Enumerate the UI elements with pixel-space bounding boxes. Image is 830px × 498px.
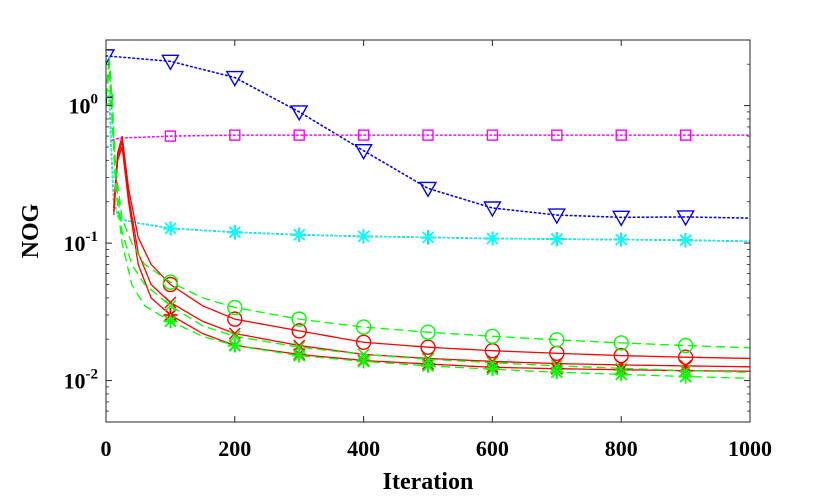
marker-magenta-square-3 bbox=[357, 129, 370, 141]
marker-cyan-star-1 bbox=[227, 225, 242, 240]
marker-green-asterisk-6 bbox=[549, 365, 564, 380]
marker-green-x-0 bbox=[164, 299, 177, 312]
marker-green-circle-9 bbox=[677, 337, 694, 354]
marker-green-asterisk-5 bbox=[485, 362, 500, 377]
marker-blue-triangle-3 bbox=[289, 105, 309, 122]
marker-cyan-star-8 bbox=[678, 233, 693, 248]
series-green-asterisk bbox=[106, 70, 750, 384]
marker-green-circle-4 bbox=[355, 319, 372, 335]
marker-green-circle-0 bbox=[106, 89, 114, 105]
series-red-x bbox=[113, 141, 750, 372]
marker-blue-triangle-5 bbox=[418, 181, 438, 198]
marker-blue-triangle-6 bbox=[483, 201, 502, 218]
marker-red-circle-2 bbox=[291, 323, 307, 339]
marker-red-circle-3 bbox=[355, 334, 372, 350]
series-line-green-x bbox=[106, 64, 750, 373]
marker-green-x-1 bbox=[228, 330, 241, 343]
marker-red-x-0 bbox=[164, 296, 177, 309]
series-green-circle bbox=[106, 55, 750, 354]
marker-cyan-star-7 bbox=[614, 232, 629, 247]
axes-layer: 0 200 400 600 800 1000 10-2 10-1 100 bbox=[64, 39, 772, 461]
marker-cyan-star-5 bbox=[485, 231, 500, 246]
marker-blue-triangle-1 bbox=[161, 54, 180, 71]
x-tick-label-2: 400 bbox=[347, 436, 380, 461]
marker-magenta-square-5 bbox=[486, 129, 499, 141]
marker-magenta-square-2 bbox=[293, 129, 305, 141]
marker-green-circle-1 bbox=[162, 274, 179, 290]
y-axis-label: NOG bbox=[18, 203, 44, 258]
x-tick-label-5: 1000 bbox=[728, 436, 772, 461]
marker-blue-triangle-2 bbox=[225, 70, 245, 87]
y-tick-label-2: 100 bbox=[69, 92, 99, 119]
marker-green-asterisk-2 bbox=[292, 348, 307, 363]
marker-green-circle-2 bbox=[227, 299, 243, 316]
marker-red-circle-1 bbox=[227, 311, 243, 327]
marker-cyan-star-0 bbox=[163, 221, 178, 236]
marker-green-asterisk-1 bbox=[227, 338, 242, 353]
marker-magenta-square-1 bbox=[229, 129, 241, 141]
marker-blue-triangle-9 bbox=[676, 210, 695, 227]
series-line-cyan-star bbox=[106, 93, 750, 243]
x-tick-label-1: 200 bbox=[218, 436, 251, 461]
series-line-blue-triangle bbox=[106, 55, 750, 219]
marker-blue-triangle-4 bbox=[354, 143, 373, 161]
marker-red-circle-4 bbox=[420, 339, 436, 355]
marker-magenta-square-4 bbox=[422, 129, 434, 141]
x-axis-label: Iteration bbox=[383, 469, 474, 495]
marker-blue-triangle-0 bbox=[106, 49, 116, 66]
marker-green-asterisk-0 bbox=[163, 314, 178, 329]
marker-cyan-star-4 bbox=[421, 230, 435, 245]
marker-green-circle-5 bbox=[420, 324, 436, 340]
marker-green-asterisk-4 bbox=[421, 358, 435, 373]
series-layer bbox=[106, 49, 750, 384]
marker-green-asterisk-3 bbox=[356, 354, 371, 369]
marker-black-plus-0 bbox=[106, 90, 113, 105]
x-tick-label-3: 600 bbox=[476, 436, 509, 461]
marker-cyan-star-6 bbox=[549, 232, 564, 247]
x-tick-label-4: 800 bbox=[605, 436, 638, 461]
series-line-green-asterisk bbox=[106, 70, 750, 379]
marker-green-circle-6 bbox=[484, 328, 501, 345]
y-tick-label-1: 10-1 bbox=[64, 229, 99, 256]
marker-green-asterisk-8 bbox=[678, 369, 693, 384]
marker-magenta-square-6 bbox=[551, 129, 563, 141]
plot-frame bbox=[105, 39, 751, 423]
marker-red-circle-7 bbox=[613, 347, 629, 364]
x-tick-label-0: 0 bbox=[101, 436, 112, 461]
marker-magenta-square-8 bbox=[679, 129, 692, 141]
marker-green-circle-3 bbox=[291, 311, 307, 327]
marker-magenta-square-0 bbox=[164, 130, 177, 142]
series-blue-triangle bbox=[106, 49, 750, 227]
marker-magenta-square-7 bbox=[615, 129, 627, 141]
series-magenta-square bbox=[111, 129, 750, 142]
series-cyan-star bbox=[106, 93, 750, 248]
marker-green-asterisk-7 bbox=[614, 367, 629, 382]
y-tick-label-0: 10-2 bbox=[64, 367, 99, 394]
marker-green-circle-7 bbox=[549, 332, 565, 348]
series-line-red-x bbox=[113, 141, 750, 368]
series-line-green-circle bbox=[106, 55, 750, 349]
marker-cyan-star-3 bbox=[356, 229, 371, 244]
marker-blue-triangle-7 bbox=[547, 208, 567, 225]
series-line-magenta-square bbox=[111, 134, 750, 142]
marker-green-circle-8 bbox=[613, 335, 629, 351]
marker-blue-triangle-8 bbox=[611, 210, 631, 227]
marker-red-x-2 bbox=[293, 339, 306, 352]
marker-cyan-star-2 bbox=[292, 227, 307, 242]
